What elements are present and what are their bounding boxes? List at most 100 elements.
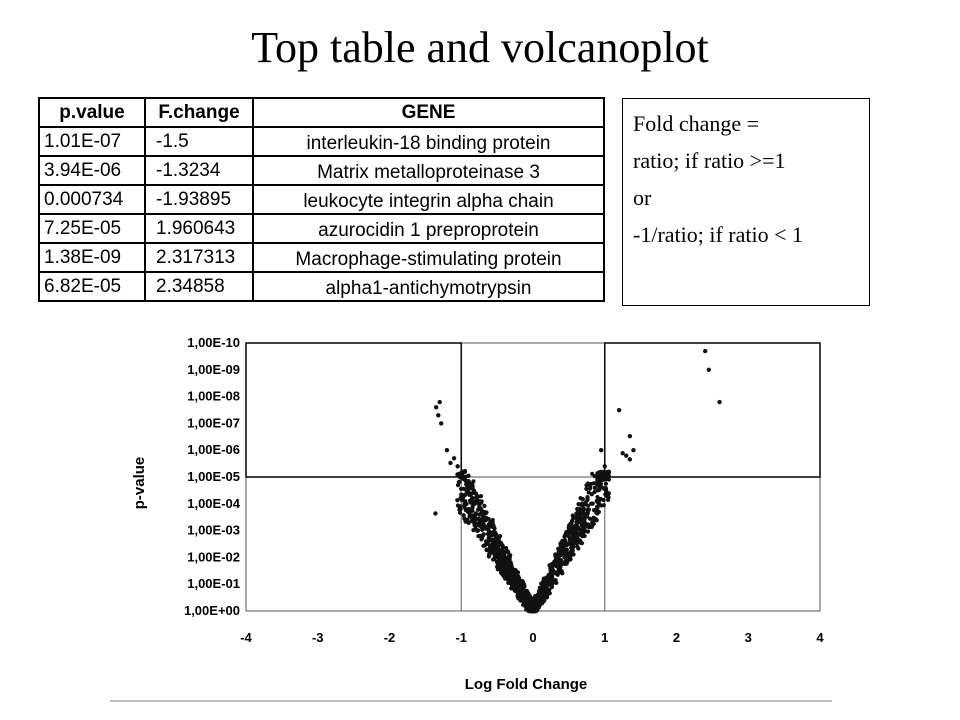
data-point [472,523,477,528]
data-point [602,464,607,469]
data-point [558,547,563,552]
data-point [451,456,457,461]
data-point [501,559,506,564]
data-point [469,482,475,488]
data-point [467,508,472,513]
data-point [501,553,507,558]
data-point [598,448,604,453]
data-point [467,514,472,519]
data-point [595,494,600,500]
data-point [493,554,498,560]
data-point [466,473,471,478]
data-point [530,608,535,614]
data-point [476,494,481,499]
data-point [576,508,581,513]
data-point [433,511,438,516]
x-tick-label: -1 [455,630,467,645]
data-point [481,532,486,537]
data-point [568,557,573,562]
fold-change-cell: 2.34858 [144,271,254,302]
data-point [479,537,484,542]
data-point [499,542,504,547]
data-point [480,527,485,532]
gene-cell: Macrophage-stimulating protein [252,242,605,273]
fold-change-cell: -1.5 [144,126,254,157]
x-tick-label: 3 [745,630,752,645]
x-tick-label: -3 [312,630,324,645]
data-point [553,552,558,557]
data-point [585,512,590,517]
y-tick-label: 1,00E-06 [187,442,240,457]
data-point [473,511,478,516]
data-point [585,503,591,508]
data-point [512,578,517,583]
data-point [545,587,551,593]
data-point [522,600,528,605]
data-point [468,492,473,498]
data-point [506,550,511,555]
data-point [585,497,590,502]
data-point [578,496,583,501]
data-point [470,486,475,491]
divider [110,700,832,702]
data-point [478,517,483,522]
data-point [587,486,593,491]
data-point [549,562,554,567]
data-point [603,481,609,486]
y-tick-label: 1,00E-02 [187,549,240,564]
data-point [549,584,555,590]
fold-change-cell: 1.960643 [144,213,254,244]
gene-cell: Matrix metalloproteinase 3 [252,155,605,186]
data-point [477,503,482,509]
data-point [496,555,501,561]
significance-box [245,342,463,478]
data-point [580,531,585,536]
data-point [586,507,592,512]
data-point [462,516,467,521]
data-point [620,451,625,456]
header-gene: GENE [252,97,605,128]
gene-cell: leukocyte integrin alpha chain [252,184,605,215]
x-tick-label: -4 [240,630,252,645]
data-point [479,521,484,527]
data-point [524,607,529,612]
data-point [513,575,518,580]
data-point [507,557,512,562]
data-point [499,569,504,575]
data-point [471,528,476,533]
data-point [569,524,574,529]
data-point [586,490,591,495]
data-point [483,542,488,548]
x-tick-label: 0 [529,630,536,645]
data-point [606,491,611,496]
data-point [576,537,581,542]
data-point [570,545,575,550]
data-point [573,523,578,528]
data-point [489,533,494,538]
data-point [583,500,588,505]
data-point [486,554,491,559]
data-point [571,541,576,547]
data-point [537,603,542,608]
data-point [580,501,585,506]
data-point [480,510,485,515]
p-value-cell: 1.38E-09 [38,242,146,273]
data-point [464,501,469,507]
data-point [576,502,581,507]
data-point [603,492,608,497]
data-point [580,517,585,522]
data-point [455,498,460,503]
data-point [477,499,482,504]
data-point [562,553,568,558]
data-point [433,405,439,410]
data-point [595,499,600,505]
data-point [444,448,450,453]
data-point [463,487,468,492]
note-line: -1/ratio; if ratio < 1 [633,222,804,247]
data-point [602,476,607,481]
data-point [470,517,476,522]
data-point [591,481,596,486]
data-point [470,504,475,509]
data-point [543,575,548,581]
table-row: 3.94E-06 -1.3234 Matrix metalloproteinas… [38,155,605,186]
